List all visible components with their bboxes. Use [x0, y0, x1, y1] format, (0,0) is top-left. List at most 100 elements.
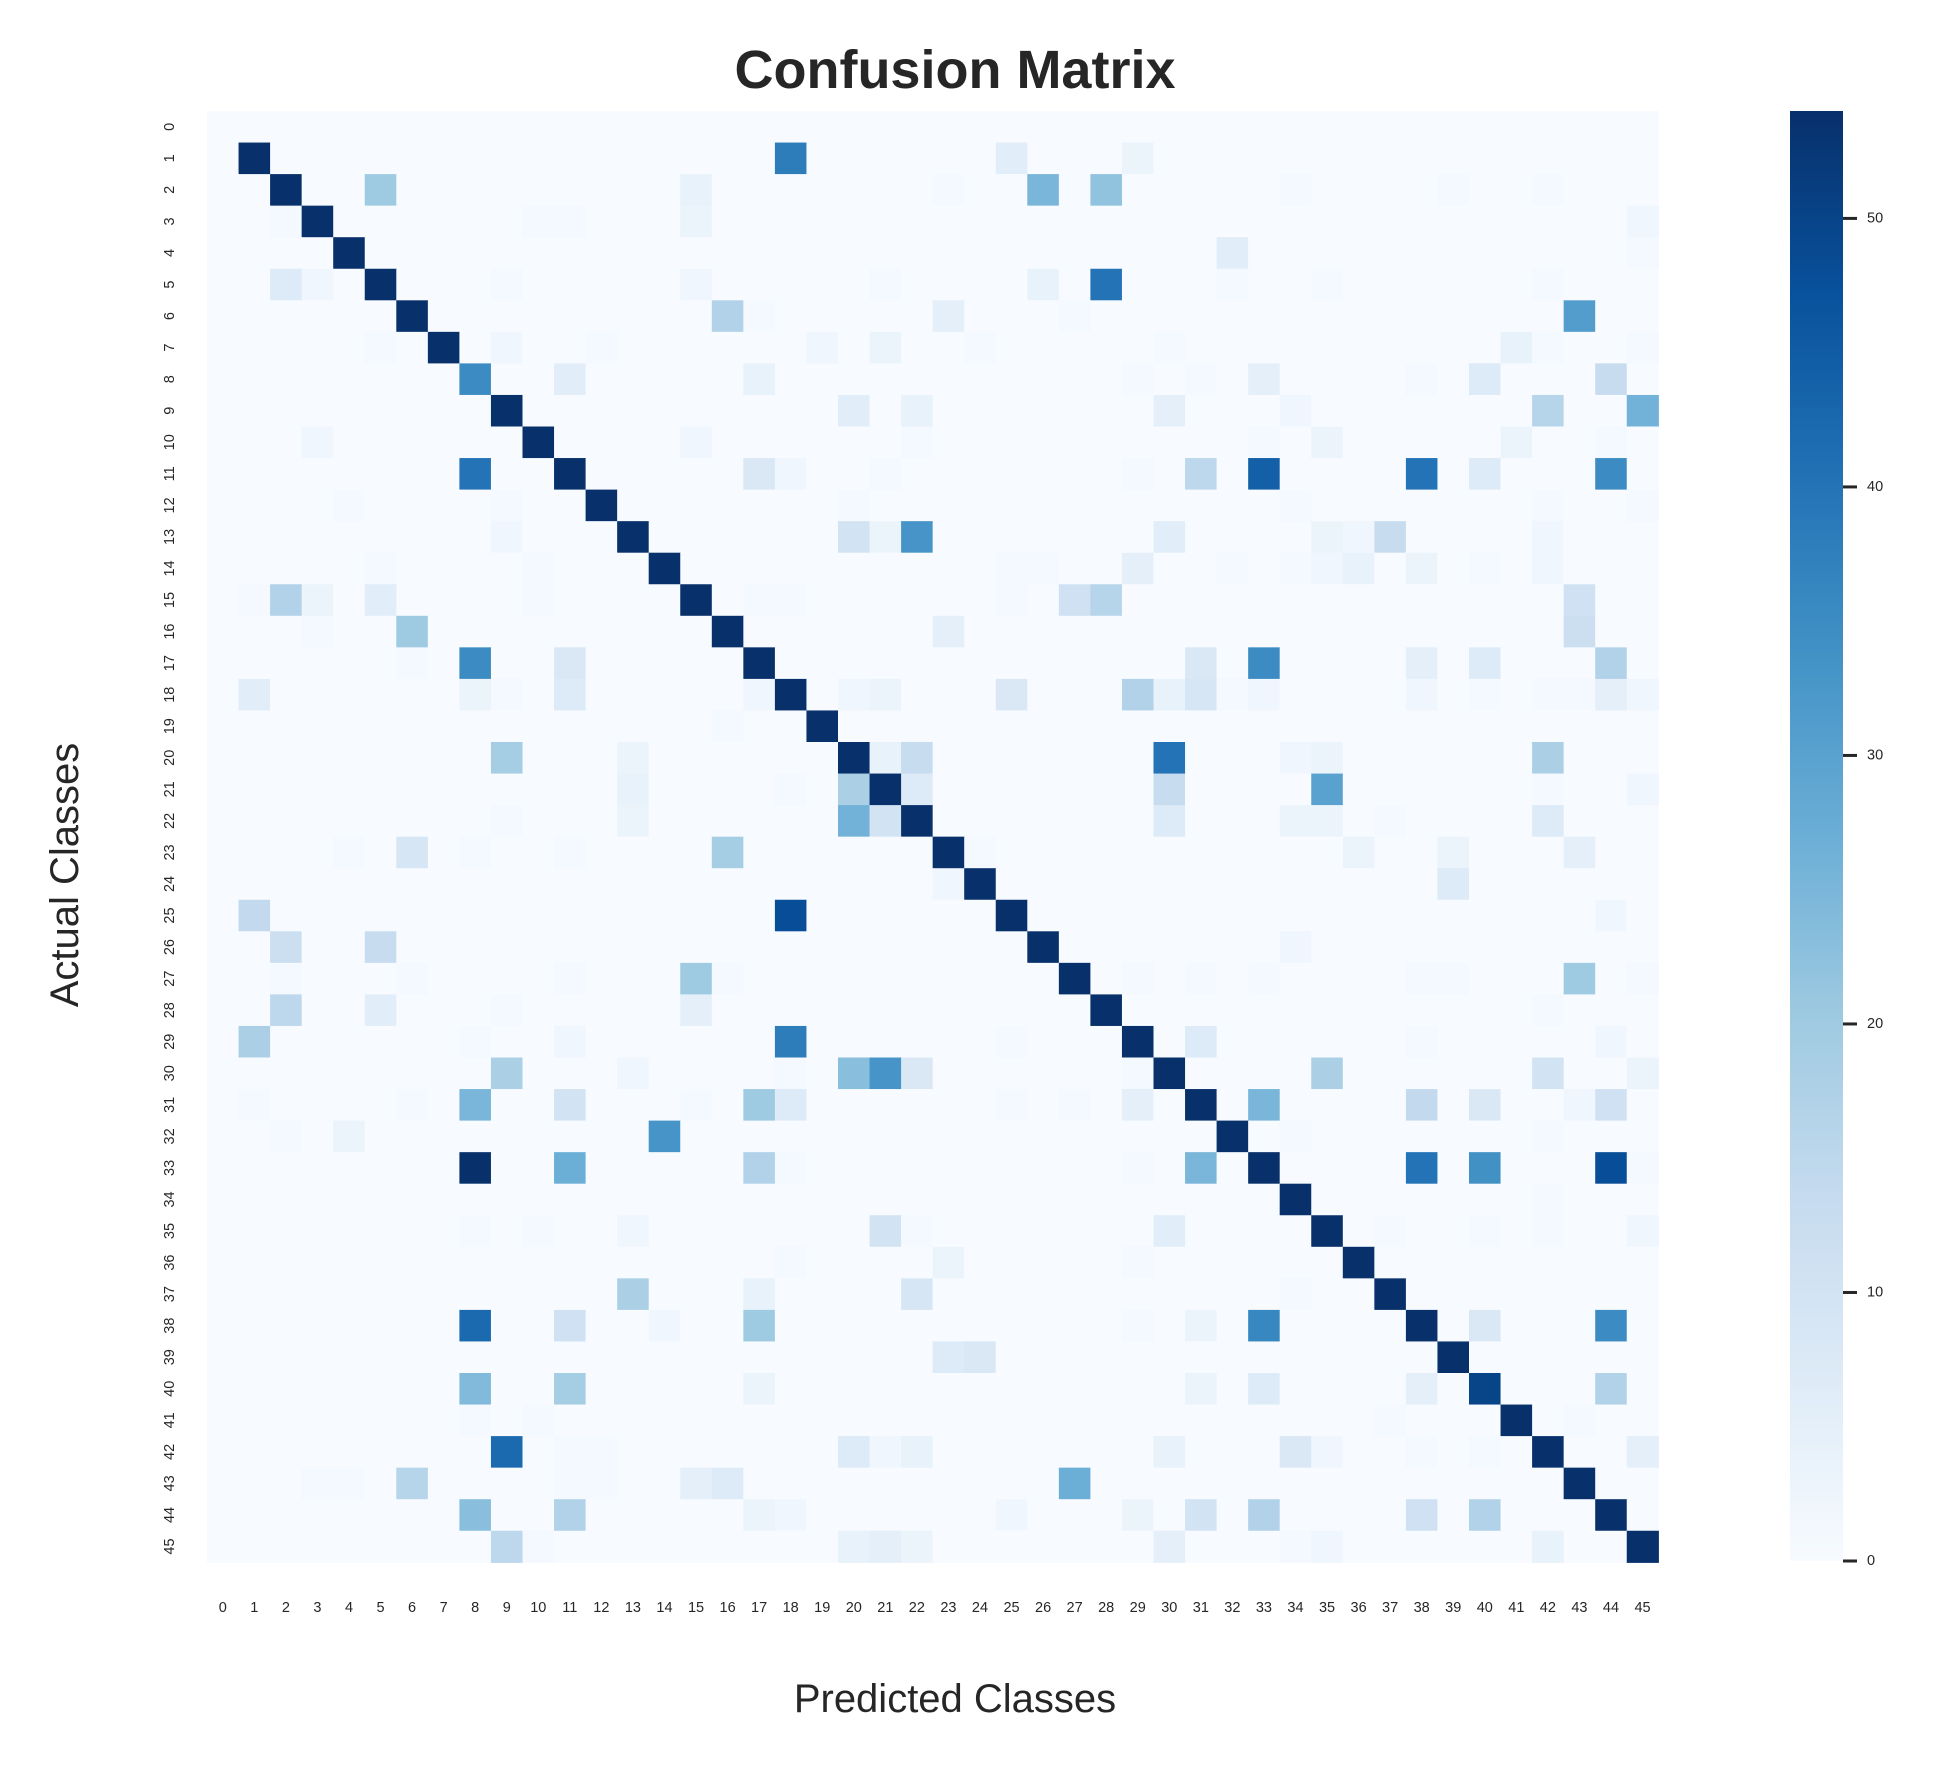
- heatmap-cell-45-21: [869, 1530, 902, 1563]
- heatmap-cell-14-28: [1090, 552, 1123, 585]
- heatmap-cell-1-0: [207, 142, 240, 175]
- heatmap-cell-3-25: [995, 205, 1028, 238]
- heatmap-cell-6-34: [1279, 300, 1312, 333]
- heatmap-cell-9-35: [1311, 394, 1344, 428]
- heatmap-cell-22-27: [1058, 805, 1091, 838]
- heatmap-cell-41-2: [270, 1404, 303, 1437]
- heatmap-cell-30-4: [333, 1057, 366, 1090]
- heatmap-cell-12-1: [238, 489, 271, 522]
- heatmap-cell-10-5: [364, 426, 397, 459]
- heatmap-cell-10-24: [964, 426, 997, 459]
- heatmap-cell-18-20: [838, 678, 871, 712]
- heatmap-cell-31-34: [1279, 1089, 1312, 1122]
- heatmap-cell-0-8: [459, 111, 492, 144]
- heatmap-cell-6-2: [270, 300, 303, 333]
- heatmap-cell-25-33: [1248, 899, 1281, 932]
- heatmap-cell-24-27: [1058, 868, 1091, 901]
- heatmap-cell-20-19: [806, 742, 839, 775]
- heatmap-cell-32-40: [1469, 1120, 1502, 1153]
- heatmap-cell-9-7: [427, 394, 460, 428]
- heatmap-cell-29-4: [333, 1025, 366, 1059]
- heatmap-cell-38-5: [364, 1309, 397, 1343]
- heatmap-cell-3-2: [270, 205, 303, 238]
- heatmap-cell-22-31: [1185, 805, 1218, 838]
- heatmap-cell-39-8: [459, 1341, 492, 1374]
- heatmap-cell-1-2: [270, 142, 303, 175]
- heatmap-cell-16-4: [333, 615, 366, 648]
- y-tick-label: 36: [162, 1255, 178, 1271]
- y-tick-label: 33: [162, 1160, 178, 1176]
- heatmap-cell-19-3: [301, 710, 334, 743]
- heatmap-cell-11-12: [585, 458, 618, 491]
- heatmap-cell-11-4: [333, 458, 366, 491]
- heatmap-cell-29-15: [680, 1025, 713, 1059]
- heatmap-cell-33-21: [869, 1152, 902, 1185]
- heatmap-cell-34-31: [1185, 1183, 1218, 1216]
- heatmap-cell-32-37: [1374, 1120, 1407, 1153]
- heatmap-cell-0-14: [648, 111, 681, 144]
- heatmap-cell-22-34: [1279, 805, 1312, 838]
- heatmap-cell-19-27: [1058, 710, 1091, 743]
- heatmap-cell-21-29: [1121, 773, 1155, 806]
- heatmap-cell-19-7: [427, 710, 460, 743]
- heatmap-cell-4-16: [711, 237, 744, 270]
- heatmap-cell-19-26: [1027, 710, 1060, 743]
- heatmap-cell-10-29: [1121, 426, 1155, 459]
- heatmap-cell-44-32: [1216, 1499, 1249, 1532]
- heatmap-cell-43-19: [806, 1467, 839, 1500]
- heatmap-cell-0-34: [1279, 111, 1312, 144]
- heatmap-cell-26-35: [1311, 931, 1344, 964]
- heatmap-cell-27-8: [459, 962, 492, 995]
- heatmap-cell-26-5: [364, 931, 397, 964]
- heatmap-cell-33-45: [1626, 1152, 1659, 1185]
- heatmap-cell-0-3: [301, 111, 334, 144]
- heatmap-cell-14-32: [1216, 552, 1249, 585]
- heatmap-cell-10-1: [238, 426, 271, 459]
- heatmap-cell-39-25: [995, 1341, 1028, 1374]
- heatmap-cell-41-12: [585, 1404, 618, 1437]
- heatmap-cell-21-20: [838, 773, 871, 806]
- heatmap-cell-35-19: [806, 1215, 839, 1248]
- x-tick-label: 26: [1035, 1600, 1051, 1616]
- heatmap-cell-29-3: [301, 1025, 334, 1059]
- heatmap-cell-6-27: [1058, 300, 1091, 333]
- heatmap-cell-20-2: [270, 742, 303, 775]
- heatmap-cell-25-32: [1216, 899, 1249, 932]
- heatmap-cell-23-6: [396, 836, 429, 869]
- heatmap-cell-24-23: [932, 868, 965, 901]
- heatmap-cell-25-15: [680, 899, 713, 932]
- heatmap-cell-32-26: [1027, 1120, 1060, 1153]
- heatmap-cell-16-29: [1121, 615, 1155, 648]
- heatmap-cell-28-0: [207, 994, 240, 1027]
- heatmap-cell-12-10: [522, 489, 555, 522]
- heatmap-cell-33-17: [743, 1152, 776, 1185]
- heatmap-cell-25-12: [585, 899, 618, 932]
- heatmap-cell-2-45: [1626, 174, 1659, 207]
- heatmap-cell-0-40: [1469, 111, 1502, 144]
- heatmap-cell-10-20: [838, 426, 871, 459]
- heatmap-cell-44-39: [1437, 1499, 1470, 1532]
- heatmap-cell-34-44: [1595, 1183, 1628, 1216]
- heatmap-cell-31-9: [490, 1089, 524, 1122]
- heatmap-cell-2-30: [1153, 174, 1186, 207]
- heatmap-cell-14-23: [932, 552, 965, 585]
- heatmap-cell-6-19: [806, 300, 839, 333]
- x-tick-label: 44: [1603, 1600, 1619, 1616]
- heatmap-cell-35-18: [774, 1215, 808, 1248]
- heatmap-cell-34-7: [427, 1183, 460, 1216]
- heatmap-cell-17-23: [932, 647, 965, 680]
- heatmap-cell-16-2: [270, 615, 303, 648]
- heatmap-cell-10-34: [1279, 426, 1312, 459]
- heatmap-cell-36-41: [1500, 1246, 1533, 1279]
- heatmap-cell-36-36: [1342, 1246, 1375, 1279]
- heatmap-cell-25-0: [207, 899, 240, 932]
- heatmap-cell-33-2: [270, 1152, 303, 1185]
- heatmap-cell-31-36: [1342, 1089, 1375, 1122]
- heatmap-cell-31-23: [932, 1089, 965, 1122]
- heatmap-cell-8-42: [1532, 363, 1565, 396]
- heatmap-cell-19-17: [743, 710, 776, 743]
- heatmap-cell-28-44: [1595, 994, 1628, 1027]
- heatmap-cell-19-25: [995, 710, 1028, 743]
- heatmap-cell-17-31: [1185, 647, 1218, 680]
- heatmap-cell-3-44: [1595, 205, 1628, 238]
